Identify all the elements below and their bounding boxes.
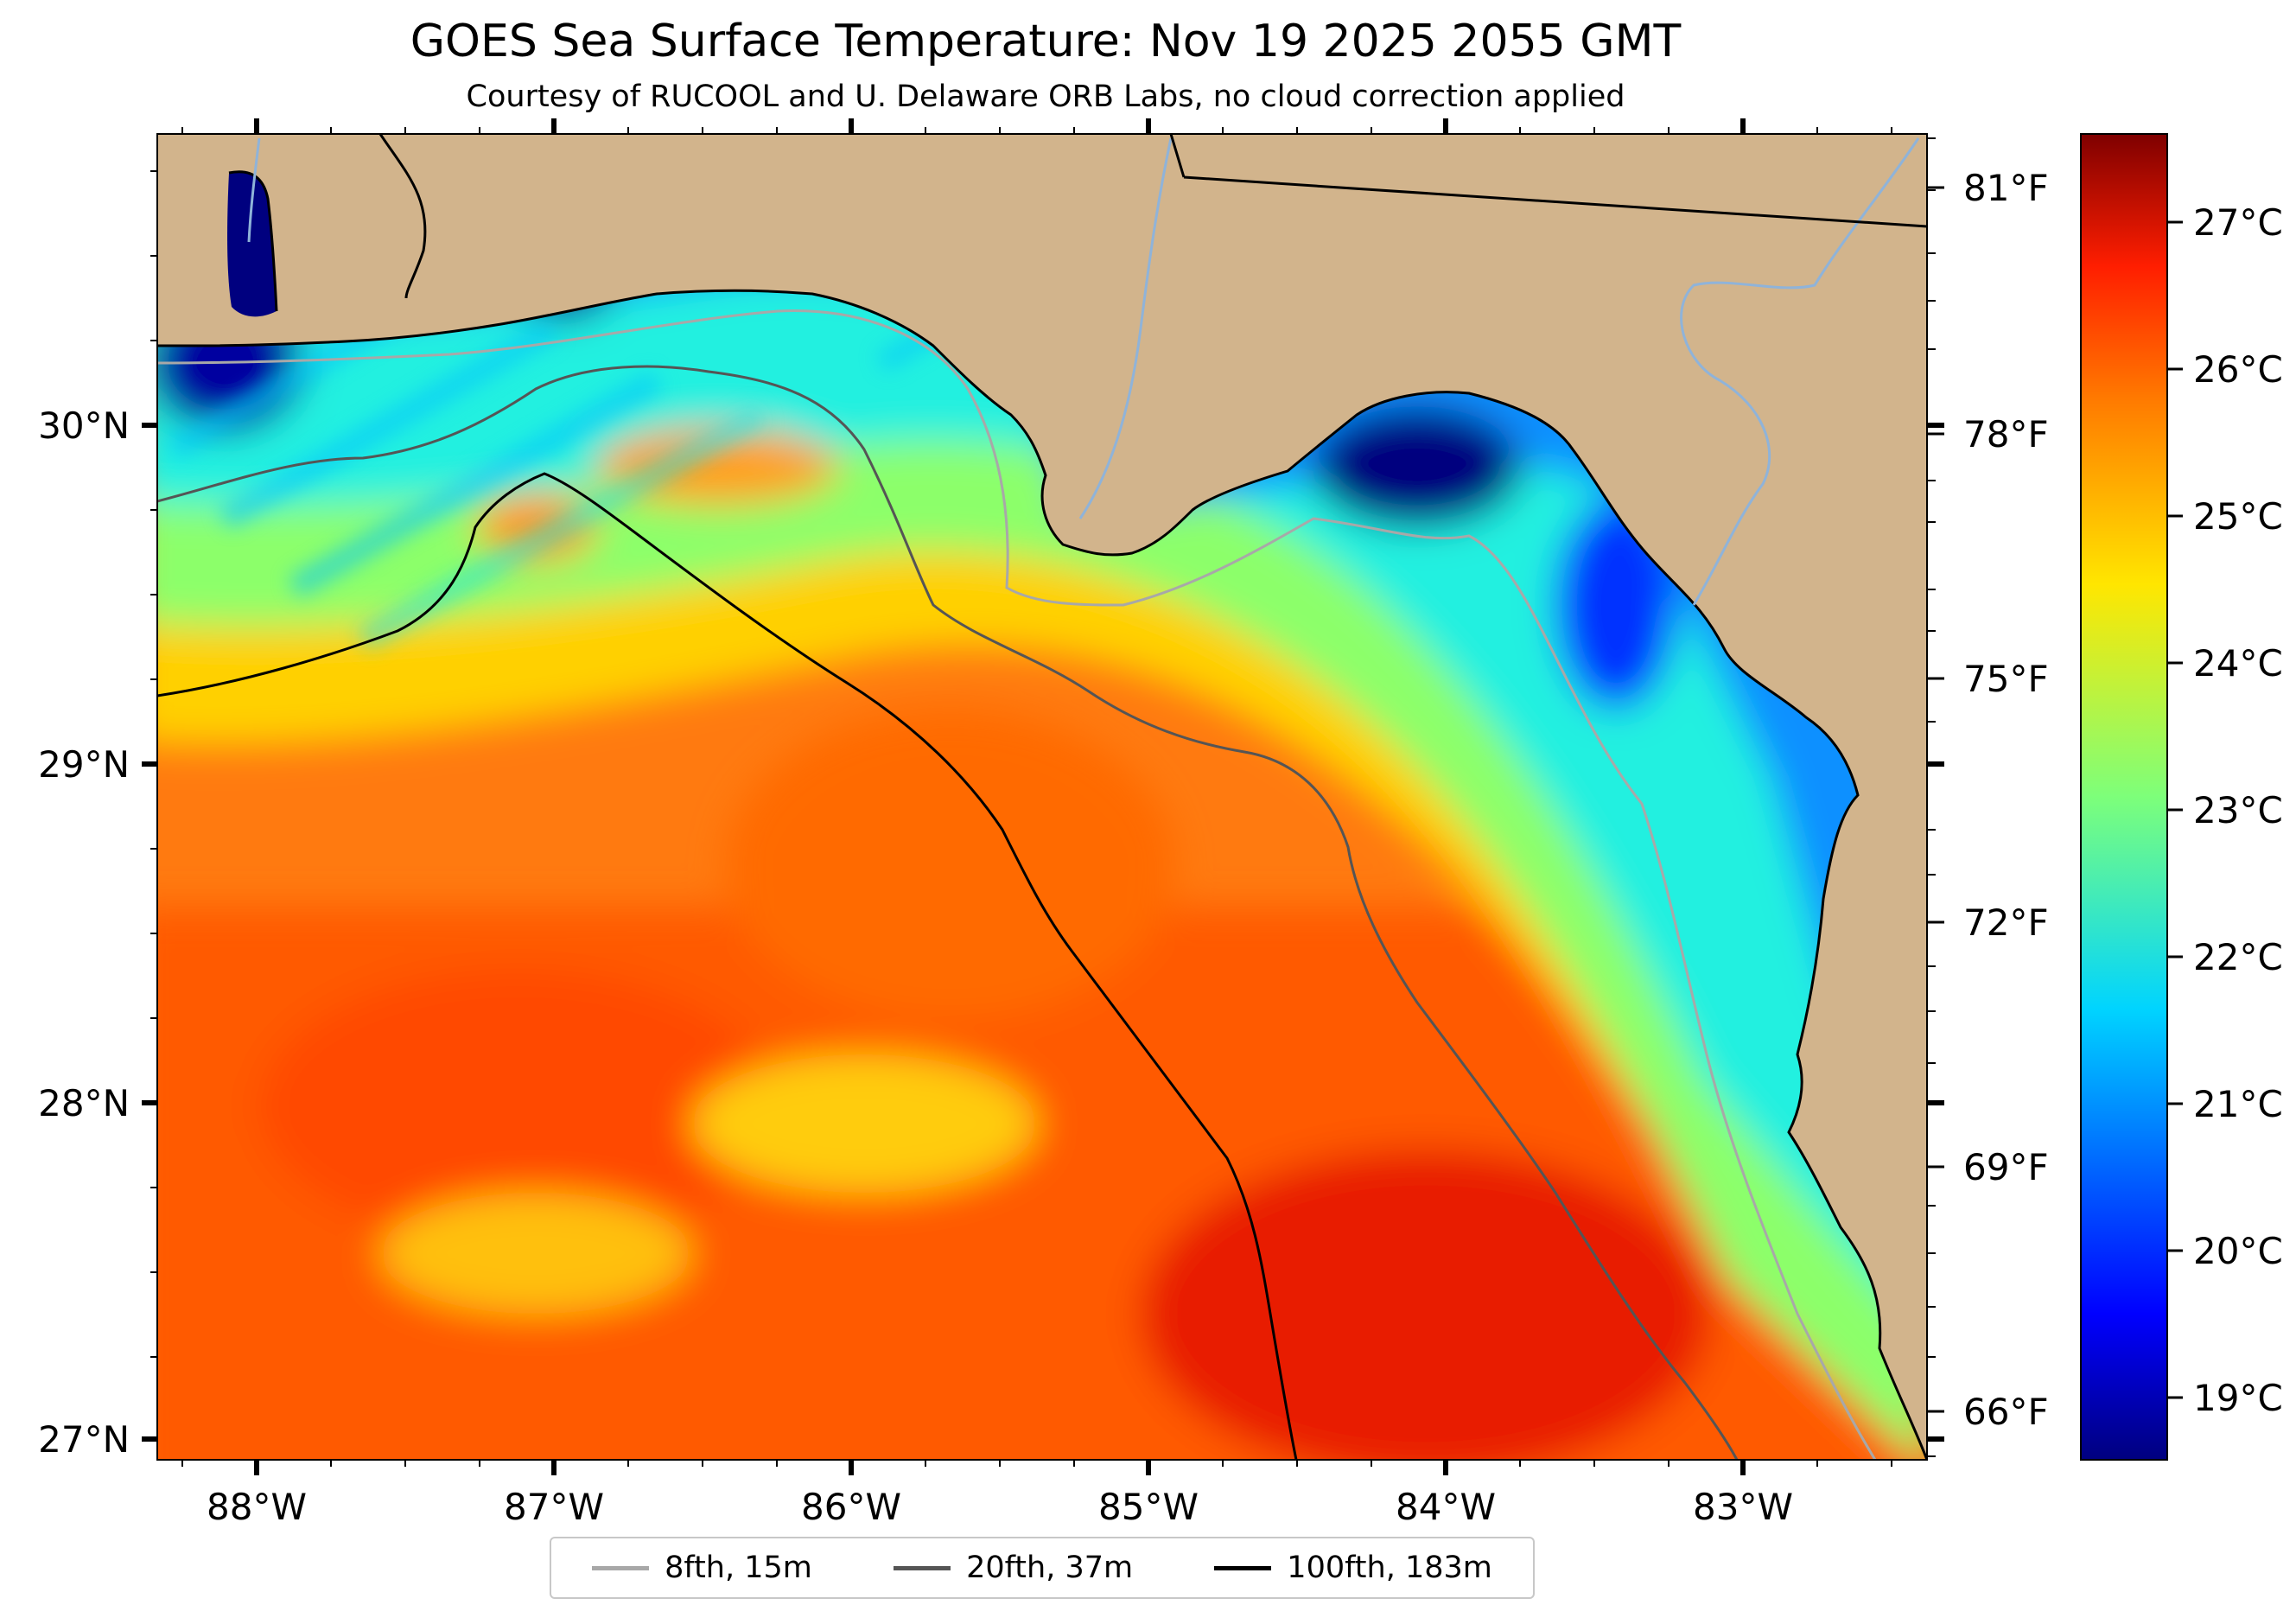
colorbar-tick-label: 19°C <box>2193 1377 2283 1419</box>
fahrenheit-tick-label: 78°F <box>1963 413 2049 455</box>
lat-tick-label: 27°N <box>38 1418 130 1461</box>
lon-tick-label: 85°W <box>1098 1486 1199 1528</box>
lat-tick-labels: 30°N 29°N 28°N 27°N <box>38 404 130 1461</box>
colorbar: 27°C 26°C 25°C 24°C 23°C 22°C 21°C 20°C … <box>2080 133 2283 1461</box>
lon-ticks <box>254 118 1746 1475</box>
legend-item-8fth: 8fth, 15m <box>592 1551 812 1585</box>
map-subtitle: Courtesy of RUCOOL and U. Delaware ORB L… <box>466 80 1625 114</box>
lat-tick-label: 30°N <box>38 404 130 447</box>
lon-tick-label: 86°W <box>801 1486 901 1528</box>
fahrenheit-tick-label: 75°F <box>1963 658 2049 700</box>
colorbar-tick-label: 26°C <box>2193 348 2283 391</box>
colorbar-tick-label: 27°C <box>2193 201 2283 244</box>
legend-swatch <box>894 1565 951 1570</box>
lon-tick-label: 88°W <box>207 1486 307 1528</box>
legend-label: 8fth, 15m <box>665 1551 812 1585</box>
fahrenheit-tick-label: 81°F <box>1963 167 2049 209</box>
colorbar-tick-label: 21°C <box>2193 1083 2283 1125</box>
fahrenheit-tick-label: 69°F <box>1963 1146 2049 1188</box>
land <box>157 134 1927 1460</box>
isobath-8fth <box>157 309 1877 1460</box>
lon-tick-label: 87°W <box>504 1486 604 1528</box>
fahrenheit-tick-label: 66°F <box>1963 1391 2049 1433</box>
sst-field <box>157 134 1927 1460</box>
map-frame <box>156 133 1928 1461</box>
colorbar-tick-label: 25°C <box>2193 495 2283 538</box>
lat-tick-label: 29°N <box>38 743 130 786</box>
isobath-legend: 8fth, 15m 20fth, 37m 100fth, 183m <box>550 1537 1535 1599</box>
legend-item-20fth: 20fth, 37m <box>894 1551 1133 1585</box>
fahrenheit-tick-labels: 81°F 78°F 75°F 72°F 69°F 66°F <box>1963 167 2049 1433</box>
isobath-20fth <box>157 365 1739 1460</box>
minor-ticks <box>150 127 1936 1467</box>
fahrenheit-tick-label: 72°F <box>1963 901 2049 944</box>
fahrenheit-ticks <box>1927 186 1944 1413</box>
isobaths <box>157 309 1877 1460</box>
lat-ticks <box>142 423 1944 1442</box>
legend-swatch <box>1214 1565 1272 1570</box>
colorbar-tick-label: 24°C <box>2193 642 2283 685</box>
legend-label: 100fth, 183m <box>1287 1551 1492 1585</box>
map-title: GOES Sea Surface Temperature: Nov 19 202… <box>410 16 1682 67</box>
colorbar-gradient <box>2080 133 2168 1461</box>
colorbar-tick-label: 22°C <box>2193 936 2283 978</box>
lat-tick-label: 28°N <box>38 1082 130 1124</box>
legend-item-100fth: 100fth, 183m <box>1214 1551 1492 1585</box>
legend-label: 20fth, 37m <box>966 1551 1134 1585</box>
legend-swatch <box>592 1565 650 1570</box>
colorbar-tick-label: 23°C <box>2193 789 2283 831</box>
lon-tick-labels: 88°W 87°W 86°W 85°W 84°W 83°W <box>207 1486 1793 1528</box>
isobath-100fth <box>157 472 1298 1460</box>
colorbar-tick-label: 20°C <box>2193 1230 2283 1272</box>
lon-tick-label: 84°W <box>1396 1486 1496 1528</box>
lon-tick-label: 83°W <box>1693 1486 1793 1528</box>
coastline <box>157 134 1927 1460</box>
